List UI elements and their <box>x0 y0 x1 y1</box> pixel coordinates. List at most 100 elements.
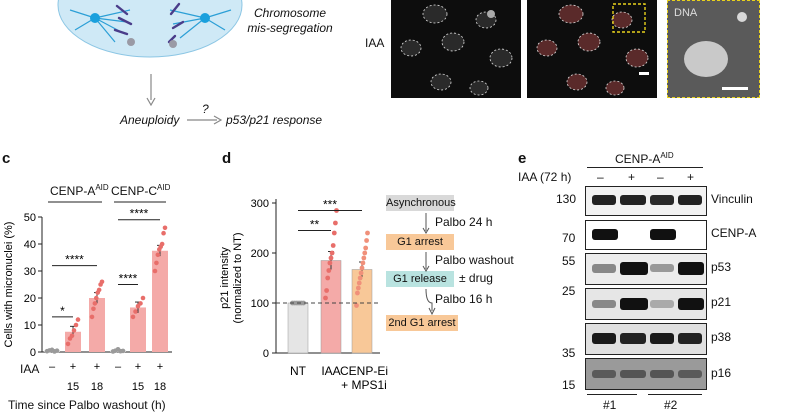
protein-cenpa: CENP-A <box>711 226 757 240</box>
p21-intensity-chart: 0 100 200 300 p21 intensity (normalized to NT… <box>219 198 388 391</box>
data-point <box>357 275 363 281</box>
right-arrow <box>187 115 223 125</box>
y-axis-label: Cells with micronuclei (%) <box>3 222 15 348</box>
y-tick-label: 40 <box>24 239 36 251</box>
y-tick-label: 50 <box>24 212 36 224</box>
group1-name: CENP-A <box>50 184 96 198</box>
protein-p38: p38 <box>711 330 732 344</box>
bar <box>89 298 105 352</box>
y-tick-label: 100 <box>251 298 269 310</box>
data-point <box>130 314 136 320</box>
mitosis-diagram <box>57 0 243 58</box>
blot-p38 <box>585 323 707 355</box>
down-arrow <box>146 74 156 106</box>
bar <box>320 260 342 354</box>
time-tick: 18 <box>91 381 103 393</box>
flow-palbo-washout: Palbo washout <box>435 253 514 267</box>
data-point <box>161 230 166 236</box>
data-point <box>323 295 328 301</box>
chromosome-missegregation-label: Chromosome mis-segregation <box>240 6 340 36</box>
y-axis-label-line1: p21 intensity <box>219 247 231 309</box>
bracket-1 <box>587 394 637 395</box>
micrograph-merge <box>527 0 657 98</box>
blot-p53 <box>585 253 707 285</box>
flow-g1-arrest: G1 arrest <box>386 234 454 250</box>
category-label: NT <box>290 364 307 378</box>
data-point <box>333 220 338 226</box>
data-point <box>327 260 333 266</box>
data-point <box>96 287 102 293</box>
group2-sup: AID <box>157 183 171 192</box>
mw-15: 15 <box>562 378 576 392</box>
data-point <box>330 243 336 248</box>
data-point <box>93 295 99 301</box>
lane-sign-4: + <box>687 170 695 184</box>
iaa-sign: – <box>49 361 56 373</box>
sig-label: *** <box>323 198 337 212</box>
time-tick: 15 <box>67 381 79 393</box>
blot-cenpa <box>585 220 707 250</box>
protein-vinculin: Vinculin <box>711 192 753 206</box>
iaa-sign: + <box>157 361 163 373</box>
data-point <box>360 260 366 266</box>
sig-label: **** <box>130 207 149 221</box>
time-tick: 15 <box>132 381 144 393</box>
data-point <box>358 270 364 276</box>
data-point <box>92 301 98 306</box>
data-point <box>331 230 337 236</box>
sig-label: **** <box>119 272 138 286</box>
data-point <box>91 306 96 312</box>
flow-asynchronous: Asynchronous <box>386 195 456 211</box>
iaa-sign: – <box>115 361 122 373</box>
data-point <box>159 241 165 247</box>
flow-plus-drug: ± drug <box>459 271 493 285</box>
category-label: IAA <box>321 364 340 378</box>
aneuploidy-label: Aneuploidy <box>120 113 180 127</box>
cell-line-1: #1 <box>603 398 617 412</box>
data-point <box>75 317 81 322</box>
data-point <box>69 333 75 339</box>
time-tick: 18 <box>154 381 166 393</box>
chromosome-label-line2: mis-segregation <box>247 21 333 35</box>
protein-p53: p53 <box>711 260 732 274</box>
lane-sign-2: + <box>628 170 636 184</box>
data-point <box>155 252 161 258</box>
micrograph-zoom: DNA <box>667 0 760 98</box>
y-tick-label: 200 <box>251 248 269 260</box>
mw-55: 55 <box>562 254 576 268</box>
data-point <box>356 280 362 286</box>
data-point <box>73 322 79 328</box>
header-line <box>587 167 703 168</box>
time-xlabel: Time since Palbo washout (h) <box>8 398 166 412</box>
lane-sign-1: – <box>597 170 604 184</box>
sig-label: * <box>60 304 65 318</box>
data-point <box>325 275 331 281</box>
data-point <box>359 265 365 271</box>
bar <box>351 269 373 354</box>
data-point <box>354 303 359 308</box>
data-point <box>54 348 60 353</box>
data-point <box>365 230 370 236</box>
group2-label: CENP-CAID <box>111 183 170 198</box>
bar <box>130 307 146 352</box>
bar <box>287 302 309 354</box>
protein-p16: p16 <box>711 366 732 380</box>
data-point <box>329 250 335 256</box>
sig-label: **** <box>65 253 84 267</box>
category-label-line2: + MPS1i <box>341 378 387 390</box>
iaa-72h-label: IAA (72 h) <box>518 170 572 184</box>
data-point <box>328 255 334 261</box>
mw-130: 130 <box>556 192 577 206</box>
data-point <box>361 255 367 261</box>
western-header: CENP-AAID <box>615 151 674 166</box>
question-mark: ? <box>202 102 209 116</box>
mw-35: 35 <box>562 346 576 360</box>
data-point <box>154 260 159 266</box>
data-point <box>65 341 71 347</box>
blot-p16 <box>585 358 707 390</box>
cell-line-2: #2 <box>664 398 678 412</box>
data-point <box>326 268 332 273</box>
data-point <box>89 314 95 320</box>
y-tick-label: 0 <box>30 347 36 359</box>
